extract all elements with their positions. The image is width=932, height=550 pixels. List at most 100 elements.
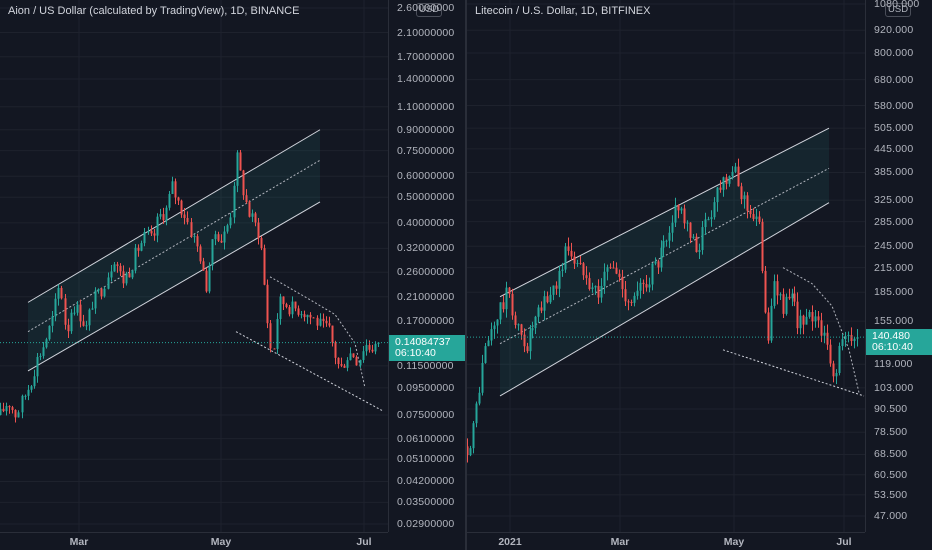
candle-body [150, 230, 153, 234]
price-tick-label: 0.03500000 [397, 496, 455, 509]
candle-body [558, 270, 561, 289]
candle-body [719, 187, 722, 190]
price-tick-label: 90.500 [874, 402, 908, 415]
price-tick-label: 800.000 [874, 47, 914, 60]
candle-body [609, 267, 612, 269]
candle-body [710, 217, 713, 220]
candle-body [734, 166, 737, 172]
candle-body [567, 246, 570, 251]
price-axis[interactable]: USD 2.60000000 2.10000000 1.70000000 1.4000… [388, 0, 465, 532]
channel-bottom-line [27, 201, 321, 372]
candle-body [180, 200, 183, 215]
candle-body [24, 395, 27, 397]
plot-area[interactable]: Litecoin / U.S. Dollar, 1D, BITFINEX [467, 0, 865, 532]
candle-body [689, 222, 692, 238]
candle-body [156, 216, 159, 236]
candle-body [624, 289, 627, 302]
candle-body [352, 353, 355, 358]
candle-body [582, 263, 585, 276]
candle-body [627, 301, 630, 303]
currency-badge[interactable]: USD [885, 3, 912, 17]
candle-body [85, 325, 88, 327]
price-tick-label: 2.60000000 [397, 2, 455, 14]
price-tick-label: 0.50000000 [397, 191, 455, 204]
candle-body [113, 264, 116, 272]
currency-badge[interactable]: USD [416, 3, 443, 17]
candle-body [199, 246, 202, 262]
time-axis[interactable]: Mar May Jul [0, 532, 388, 550]
price-tick-label: 0.17000000 [397, 315, 455, 328]
candle-body [502, 302, 505, 310]
candle-body [853, 338, 856, 342]
candle-body [245, 195, 248, 203]
time-tick-label: May [210, 536, 232, 548]
candle-body [564, 246, 567, 270]
candle-body [294, 301, 297, 309]
price-tick-label: 53.500 [874, 488, 908, 501]
candle-body [177, 197, 180, 201]
candle-body [543, 296, 546, 311]
price-tick-label: 920.000 [874, 24, 914, 37]
candle-body [190, 222, 193, 237]
candle-body [594, 285, 597, 288]
candle-body [782, 294, 785, 314]
candle-body [496, 319, 499, 326]
candle-body [579, 262, 582, 264]
price-tick-label: 68.500 [874, 448, 908, 461]
candle-body [125, 273, 128, 284]
last-price-value: 0.14084737 [395, 335, 451, 348]
candlestick-chart[interactable] [0, 0, 388, 532]
candle-body [725, 177, 728, 184]
price-tick-label: 0.11500000 [397, 359, 454, 372]
candle-body [11, 407, 14, 410]
candle-body [223, 231, 226, 243]
candle-body [701, 227, 704, 251]
candle-body [511, 293, 514, 316]
chart-panel-litecoin[interactable]: Litecoin / U.S. Dollar, 1D, BITFINEX USD… [467, 0, 932, 550]
candle-body [549, 294, 552, 303]
price-tick-label: 580.000 [874, 99, 914, 112]
candle-body [288, 307, 291, 315]
candle-body [674, 205, 677, 223]
candle-body [214, 234, 217, 240]
time-axis[interactable]: 2021 Mar May Jul [467, 532, 865, 550]
candle-body [645, 284, 648, 288]
candlestick-chart[interactable] [467, 0, 865, 532]
price-tick-label: 0.07500000 [397, 408, 455, 421]
price-tick-label: 0.32000000 [397, 242, 455, 255]
candle-body [481, 362, 484, 393]
candle-body [116, 264, 119, 266]
candle-body [297, 308, 300, 315]
candle-body [322, 318, 325, 321]
candle-body [48, 325, 51, 340]
channel-fill [28, 129, 320, 371]
candle-body [220, 240, 223, 243]
candle-body [251, 213, 254, 217]
candle-body [654, 261, 657, 264]
time-tick-label: May [723, 536, 745, 548]
chart-panel-aion[interactable]: Aion / US Dollar (calculated by TradingV… [0, 0, 465, 550]
candle-body [636, 290, 639, 296]
price-tick-label: 680.000 [874, 73, 914, 86]
candle-body [695, 236, 698, 253]
candle-body [467, 446, 469, 456]
candle-body [325, 320, 328, 324]
price-tick-label: 1.40000000 [397, 73, 455, 86]
plot-area[interactable]: Aion / US Dollar (calculated by TradingV… [0, 0, 388, 532]
candle-body [680, 208, 683, 211]
candle-body [660, 247, 663, 268]
candle-body [835, 372, 838, 377]
candle-body [303, 314, 306, 318]
candle-body [570, 250, 573, 257]
pane-divider[interactable] [465, 0, 467, 550]
candle-body [561, 269, 564, 271]
candle-body [42, 347, 45, 356]
candle-body [88, 309, 91, 326]
candle-body [273, 348, 276, 350]
price-axis[interactable]: USD 1080.000 920.000 800.000 680.000 580.000… [865, 0, 932, 532]
candle-body [671, 222, 674, 233]
candle-body [639, 282, 642, 291]
curve-line [782, 267, 860, 393]
price-tick-label: 185.000 [874, 286, 914, 299]
candle-body [746, 195, 749, 211]
